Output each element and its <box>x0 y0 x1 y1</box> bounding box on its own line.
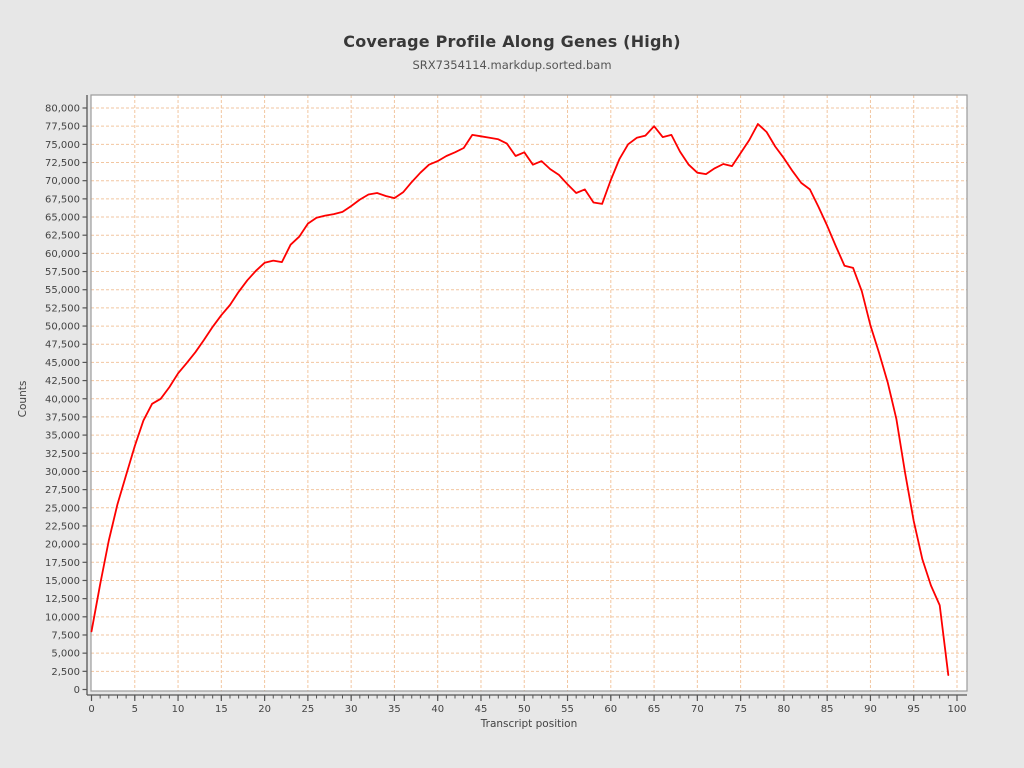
y-tick-label: 35,000 <box>45 431 80 442</box>
y-tick-label: 75,000 <box>45 140 80 151</box>
x-tick-label: 80 <box>778 704 791 715</box>
y-axis-tick-labels: 0 2,500 5,000 7,500 10,000 12,500 15,000 17,500… <box>45 104 80 697</box>
x-tick-label: 40 <box>431 704 444 715</box>
y-tick-label: 67,500 <box>45 194 80 205</box>
x-tick-label: 65 <box>648 704 661 715</box>
y-tick-label: 7,500 <box>51 630 80 641</box>
x-axis-ticks <box>90 695 958 701</box>
y-tick-label: 30,000 <box>45 467 80 478</box>
y-tick-label: 0 <box>74 685 80 696</box>
y-tick-label: 50,000 <box>45 322 80 333</box>
x-tick-label: 50 <box>518 704 531 715</box>
x-tick-label: 35 <box>388 704 401 715</box>
y-axis-ticks <box>82 107 87 691</box>
y-tick-label: 12,500 <box>45 594 80 605</box>
x-tick-label: 15 <box>215 704 228 715</box>
x-tick-label: 55 <box>561 704 574 715</box>
y-tick-label: 32,500 <box>45 449 80 460</box>
x-tick-label: 90 <box>864 704 877 715</box>
y-tick-label: 57,500 <box>45 267 80 278</box>
y-tick-label: 17,500 <box>45 558 80 569</box>
x-tick-label: 5 <box>132 704 138 715</box>
y-tick-label: 62,500 <box>45 231 80 242</box>
plot-frame <box>90 94 968 692</box>
y-tick-label: 42,500 <box>45 376 80 387</box>
y-tick-label: 47,500 <box>45 340 80 351</box>
y-tick-label: 60,000 <box>45 249 80 260</box>
coverage-series-line <box>90 123 950 676</box>
x-tick-label: 85 <box>821 704 834 715</box>
x-tick-label: 100 <box>947 704 966 715</box>
y-tick-label: 40,000 <box>45 394 80 405</box>
chart-subtitle: SRX7354114.markdup.sorted.bam <box>412 58 612 72</box>
y-tick-label: 52,500 <box>45 303 80 314</box>
y-tick-label: 10,000 <box>45 612 80 623</box>
y-tick-label: 72,500 <box>45 158 80 169</box>
y-axis-title: Counts <box>17 380 29 418</box>
y-tick-label: 80,000 <box>45 104 80 115</box>
y-tick-label: 2,500 <box>51 667 80 678</box>
plot-area <box>91 95 967 691</box>
x-tick-label: 60 <box>604 704 617 715</box>
y-tick-label: 27,500 <box>45 485 80 496</box>
x-axis-tick-labels: 0 5 10 15 20 25 30 35 40 45 50 55 60 65 70 75 80 85 90 95 10… <box>88 704 966 715</box>
y-tick-label: 22,500 <box>45 521 80 532</box>
x-tick-label: 30 <box>345 704 358 715</box>
chart-title: Coverage Profile Along Genes (High) <box>343 32 681 51</box>
y-tick-label: 5,000 <box>51 649 80 660</box>
y-tick-label: 77,500 <box>45 122 80 133</box>
x-axis-title: Transcript position <box>480 718 578 730</box>
x-tick-label: 20 <box>258 704 271 715</box>
x-tick-label: 10 <box>172 704 185 715</box>
y-tick-label: 37,500 <box>45 412 80 423</box>
y-tick-label: 25,000 <box>45 503 80 514</box>
x-tick-label: 25 <box>302 704 315 715</box>
axis-lines <box>86 95 967 696</box>
y-tick-label: 55,000 <box>45 285 80 296</box>
y-tick-label: 65,000 <box>45 213 80 224</box>
y-tick-label: 70,000 <box>45 176 80 187</box>
y-tick-label: 20,000 <box>45 540 80 551</box>
x-tick-label: 45 <box>475 704 488 715</box>
x-tick-label: 70 <box>691 704 704 715</box>
y-tick-label: 45,000 <box>45 358 80 369</box>
gridlines <box>91 95 967 691</box>
y-tick-label: 15,000 <box>45 576 80 587</box>
x-tick-label: 75 <box>734 704 747 715</box>
x-tick-label: 95 <box>907 704 920 715</box>
x-tick-label: 0 <box>88 704 94 715</box>
